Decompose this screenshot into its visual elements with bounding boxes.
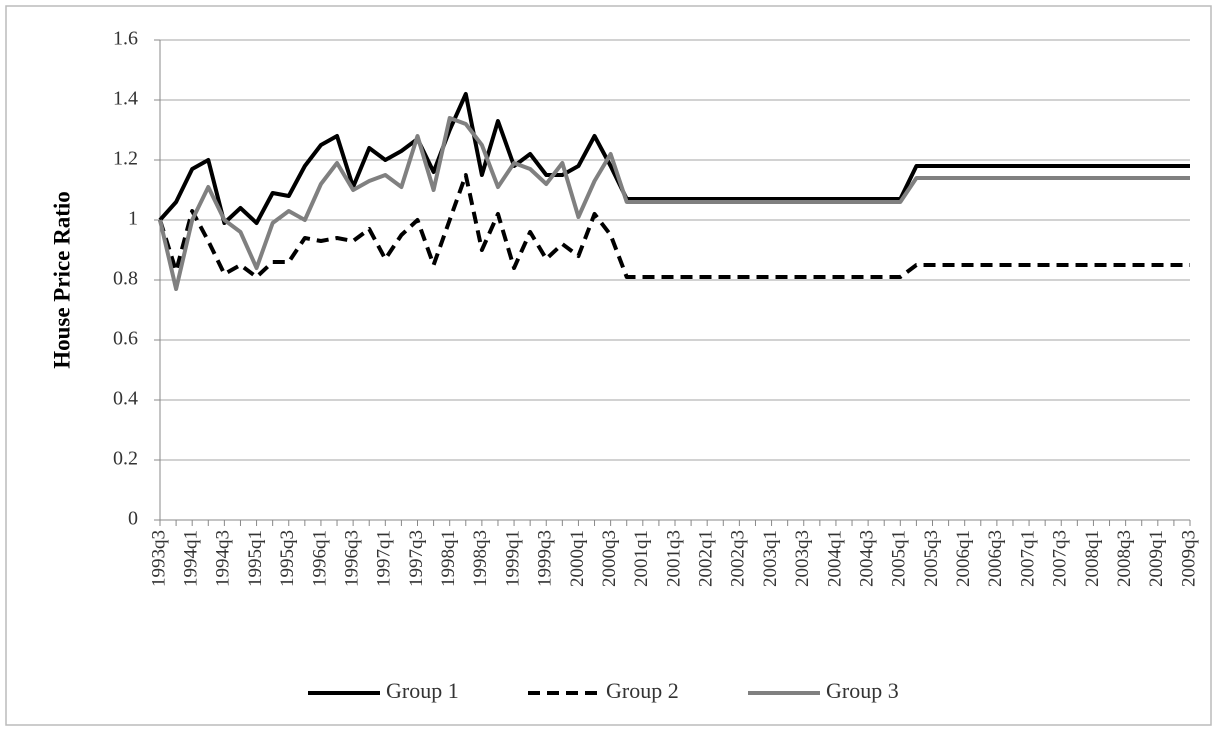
x-tick-label: 2001q3 — [663, 530, 684, 587]
y-tick-label: 1 — [128, 208, 138, 230]
y-axis-label: House Price Ratio — [49, 191, 74, 369]
x-tick-label: 1998q1 — [438, 530, 459, 587]
x-tick-label: 1995q3 — [277, 530, 298, 587]
x-tick-label: 1997q3 — [406, 530, 427, 587]
y-tick-label: 0 — [128, 508, 138, 530]
series-line — [158, 92, 1190, 225]
x-tick-label: 2009q1 — [1146, 530, 1167, 587]
x-tick-label: 2000q1 — [567, 530, 588, 587]
series-line — [158, 116, 1190, 291]
x-tick-label: 1996q1 — [309, 530, 330, 587]
x-tick-label: 2000q3 — [599, 530, 620, 587]
x-tick-label: 2001q1 — [631, 530, 652, 587]
y-tick-label: 0.8 — [113, 268, 138, 290]
x-tick-label: 2005q3 — [921, 530, 942, 587]
x-tick-label: 2003q3 — [792, 530, 813, 587]
y-tick-label: 0.6 — [113, 328, 138, 350]
x-tick-label: 2008q3 — [1114, 530, 1135, 587]
x-tick-label: 1999q1 — [502, 530, 523, 587]
x-tick-label: 1997q1 — [374, 530, 395, 587]
x-tick-label: 2009q3 — [1178, 530, 1199, 587]
x-tick-label: 2007q3 — [1050, 530, 1071, 587]
x-tick-label: 2007q1 — [1017, 530, 1038, 587]
x-tick-label: 2004q3 — [856, 530, 877, 587]
x-tick-label: 2006q3 — [985, 530, 1006, 587]
x-tick-label: 2003q1 — [760, 530, 781, 587]
x-tick-label: 2002q1 — [696, 530, 717, 587]
x-tick-label: 1993q3 — [148, 530, 169, 587]
x-tick-label: 2008q1 — [1082, 530, 1103, 587]
chart-border — [5, 5, 1212, 726]
x-tick-label: 1999q3 — [535, 530, 556, 587]
x-tick-label: 1994q1 — [181, 530, 202, 587]
y-tick-label: 1.2 — [113, 148, 138, 170]
x-tick-label: 1994q3 — [213, 530, 234, 587]
legend-label: Group 3 — [826, 678, 899, 703]
x-tick-label: 2004q1 — [824, 530, 845, 587]
y-tick-label: 0.2 — [113, 448, 138, 470]
legend-label: Group 1 — [386, 678, 459, 703]
x-tick-label: 2005q1 — [889, 530, 910, 587]
x-tick-label: 1996q3 — [341, 530, 362, 587]
x-tick-label: 1995q1 — [245, 530, 266, 587]
y-tick-label: 1.6 — [113, 28, 138, 50]
x-tick-label: 1998q3 — [470, 530, 491, 587]
legend-label: Group 2 — [606, 678, 679, 703]
y-tick-label: 1.4 — [113, 88, 138, 110]
x-tick-label: 2006q1 — [953, 530, 974, 587]
y-tick-label: 0.4 — [113, 388, 138, 410]
x-tick-label: 2002q3 — [728, 530, 749, 587]
